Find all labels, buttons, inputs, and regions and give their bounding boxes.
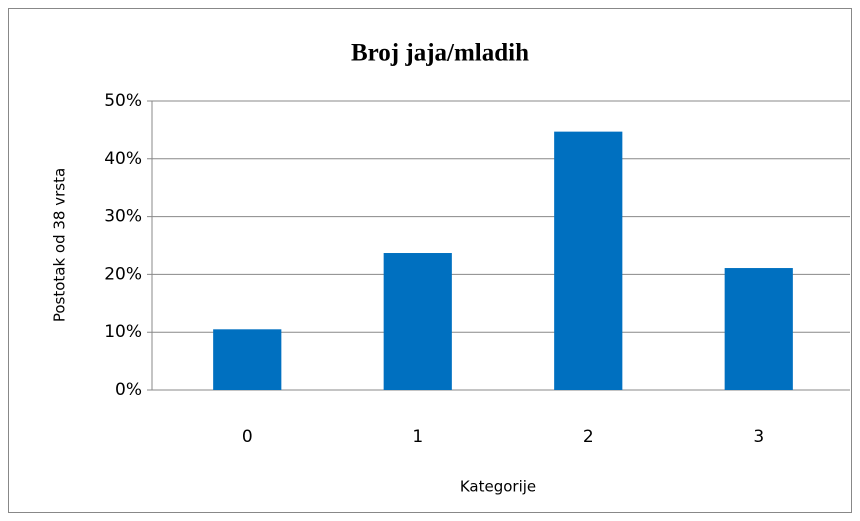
bar [724, 268, 793, 390]
x-tick-label: 1 [412, 427, 423, 447]
x-axis-label: Kategorije [460, 478, 536, 496]
y-axis-label: Postotak od 38 vrsta [51, 168, 69, 322]
y-tick-label: 50% [104, 91, 142, 111]
x-tick-label: 3 [753, 427, 764, 447]
x-tick-label: 0 [242, 427, 253, 447]
y-tick-label: 0% [115, 380, 142, 400]
y-tick-label: 30% [104, 207, 142, 227]
y-tick-label: 10% [104, 322, 142, 342]
bar [554, 131, 623, 390]
y-tick-label: 40% [104, 149, 142, 169]
bar [383, 253, 452, 390]
bar [213, 329, 282, 390]
x-tick-label: 2 [583, 427, 594, 447]
y-tick-label: 20% [104, 264, 142, 284]
chart-title: Broj jaja/mladih [351, 40, 529, 67]
